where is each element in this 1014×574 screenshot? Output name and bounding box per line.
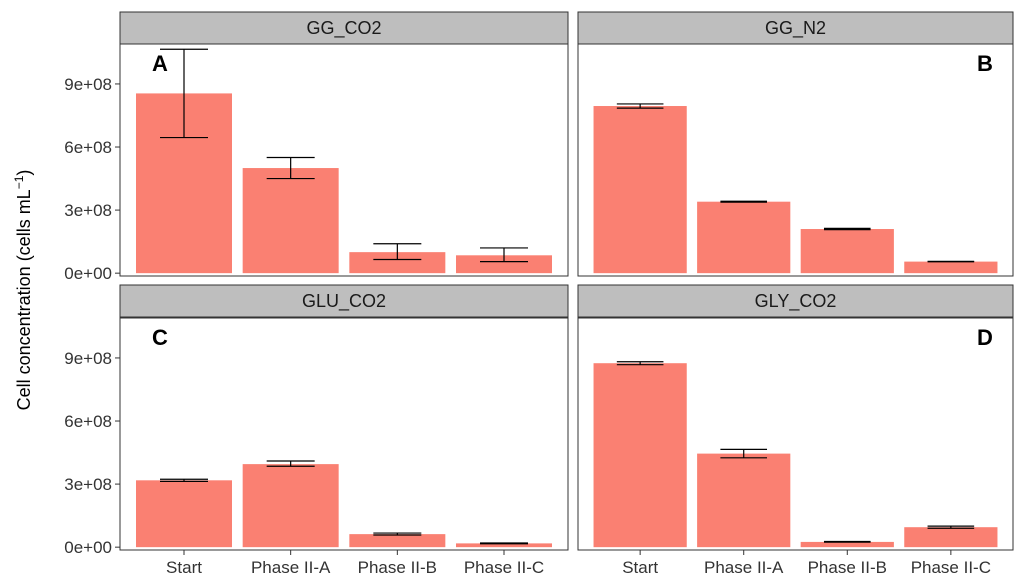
facet-panel-3: C (119, 317, 569, 551)
error-bar-3 (823, 540, 871, 543)
bar-4 (456, 543, 552, 548)
facet-strip-title-2: GG_N2 (765, 18, 826, 39)
bar-4 (904, 527, 998, 548)
bar-1 (136, 480, 232, 548)
bar-3 (800, 229, 894, 274)
x-axes: Start Phase II-A Phase II-B Phase II-C Start… (166, 550, 991, 574)
y-axis-label-close: ) (14, 170, 34, 176)
x-tick-label: Phase II-C (911, 558, 991, 574)
facet-strip-title-4: GLY_CO2 (755, 291, 837, 312)
bar-2 (242, 168, 339, 274)
y-tick-label: 3e+08 (64, 201, 112, 220)
bar-1 (593, 363, 687, 548)
bar-3 (349, 534, 446, 548)
y-axis-label-exponent: −1 (12, 175, 26, 189)
bar-2 (697, 201, 791, 274)
error-bar-2 (720, 200, 768, 203)
y-axes: 0e+00 3e+08 6e+08 9e+08 0e+00 3e+08 6e+08 9e+08 (64, 75, 120, 557)
y-tick-label: 0e+00 (64, 264, 112, 283)
y-tick-label: 3e+08 (64, 475, 112, 494)
bar-3 (349, 252, 446, 274)
error-bar-2 (266, 156, 315, 180)
x-tick-label: Start (166, 558, 202, 574)
x-tick-label: Phase II-B (808, 558, 887, 574)
facet-strip-3 (119, 284, 569, 318)
bar-4 (904, 261, 998, 274)
bar-3 (800, 541, 894, 548)
facet-panel-4: D (577, 317, 1014, 551)
error-bar-2 (720, 448, 768, 459)
y-axis-label: Cell concentration (cells mL−1) (12, 170, 34, 411)
error-bar-3 (823, 227, 871, 231)
panel-tag-d: D (977, 325, 993, 350)
error-bar-4 (480, 542, 528, 545)
facet-strip-4 (577, 284, 1014, 318)
facet-panel-2: B (577, 43, 1014, 277)
x-tick-label: Start (622, 558, 658, 574)
facet-panel-1: A (119, 43, 569, 277)
error-bar-3 (373, 243, 422, 261)
panel-tag-b: B (977, 51, 993, 76)
error-bar-3 (373, 532, 422, 536)
error-bar-4 (480, 247, 528, 263)
error-bar-4 (927, 525, 975, 529)
facet-panels: A B C D (119, 43, 1014, 551)
bar-4 (456, 255, 552, 274)
facet-strip-1 (119, 11, 569, 45)
bar-2 (242, 464, 339, 548)
bar-1 (593, 106, 687, 274)
error-bar-1 (616, 361, 664, 366)
y-tick-label: 6e+08 (64, 412, 112, 431)
facet-strips: GG_CO2 GG_N2 GLU_CO2 GLY_CO2 (119, 11, 1014, 318)
y-tick-label: 6e+08 (64, 138, 112, 157)
panel-tag-a: A (152, 51, 168, 76)
x-tick-label: Phase II-C (464, 558, 544, 574)
error-bar-2 (266, 460, 315, 467)
x-tick-label: Phase II-B (358, 558, 437, 574)
x-tick-label: Phase II-A (251, 558, 331, 574)
error-bar-1 (160, 478, 208, 482)
y-tick-label: 0e+00 (64, 538, 112, 557)
y-tick-label: 9e+08 (64, 349, 112, 368)
error-bar-1 (160, 48, 208, 139)
bar-2 (697, 453, 791, 548)
y-axis-label-main: Cell concentration (cells mL (14, 189, 34, 410)
x-tick-label: Phase II-A (704, 558, 784, 574)
error-bar-1 (616, 103, 664, 109)
y-tick-label: 9e+08 (64, 75, 112, 94)
panel-tag-c: C (152, 325, 168, 350)
facet-strip-title-1: GG_CO2 (306, 18, 381, 39)
facet-strip-title-3: GLU_CO2 (302, 291, 386, 312)
